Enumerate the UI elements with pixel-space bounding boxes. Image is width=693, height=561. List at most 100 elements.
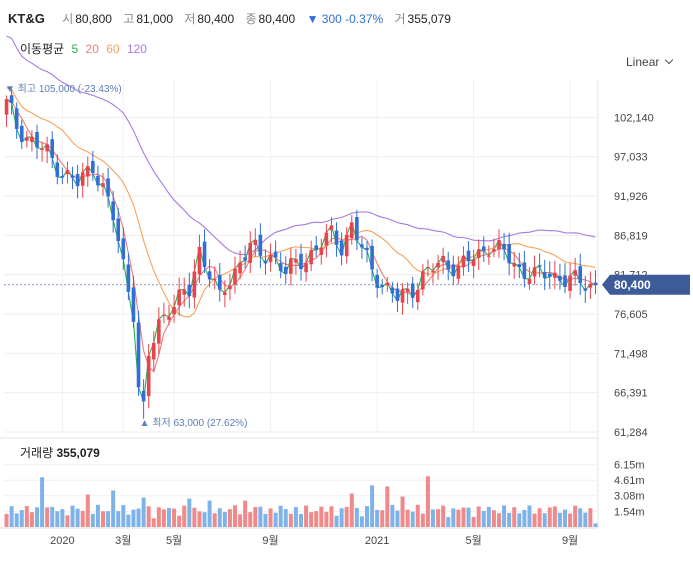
- candle-body: [85, 166, 90, 177]
- volume-bar: [70, 505, 75, 527]
- candle-body: [365, 247, 369, 251]
- volume-bar: [588, 508, 593, 527]
- candle-body: [151, 342, 156, 360]
- volume-bar: [512, 507, 517, 527]
- candle-body: [547, 273, 552, 277]
- volume-bar: [507, 512, 512, 527]
- candle-body: [436, 262, 440, 268]
- volume-bar: [40, 477, 45, 527]
- candle-body: [415, 289, 420, 303]
- candle-body: [25, 137, 29, 141]
- volume-bar: [405, 509, 410, 527]
- volume-bar: [90, 513, 95, 527]
- volume-bar: [334, 515, 339, 527]
- volume-bar: [217, 508, 222, 527]
- ma-120: 120: [126, 42, 147, 56]
- candle-body: [238, 262, 242, 274]
- volume-bar: [304, 505, 309, 527]
- candle-body: [314, 245, 319, 250]
- candle-body: [182, 289, 187, 295]
- volume-bar: [95, 504, 100, 527]
- volume-bar: [24, 506, 29, 527]
- volume-bar: [151, 518, 156, 527]
- candle-body: [197, 246, 202, 275]
- candle-body: [14, 108, 19, 130]
- volume-bar: [207, 500, 212, 527]
- volume-bar: [324, 511, 329, 527]
- volume-bar: [339, 508, 344, 527]
- candle-body: [177, 289, 181, 306]
- volume-bar: [400, 496, 405, 527]
- candle-body: [228, 285, 232, 290]
- volume-bar: [532, 513, 537, 527]
- volume-bar: [4, 513, 9, 527]
- vol-tick-label: 3.08m: [614, 491, 645, 503]
- candle-body: [360, 244, 364, 248]
- y-tick-label: 97,033: [614, 152, 648, 164]
- candle-body: [294, 259, 298, 263]
- y-tick-label: 76,605: [614, 309, 648, 321]
- volume-bar: [106, 511, 111, 527]
- volume-bar: [456, 509, 461, 527]
- volume-bar: [283, 509, 288, 527]
- volume-bar: [563, 509, 567, 527]
- volume-bar: [60, 509, 65, 527]
- ma-line-60: [6, 87, 596, 318]
- volume-bar: [268, 508, 273, 527]
- volume-bar: [466, 507, 471, 527]
- candle-body: [344, 234, 349, 257]
- volume-bar: [537, 508, 542, 527]
- volume-bar: [101, 511, 105, 527]
- y-tick-label: 66,391: [614, 388, 648, 400]
- volume-bar: [75, 508, 80, 527]
- candle-body: [309, 250, 313, 265]
- volume-bar: [522, 510, 527, 527]
- candle-body: [106, 178, 110, 197]
- x-tick-label: 5월: [465, 534, 481, 547]
- candle-body: [355, 217, 359, 241]
- candle-body: [253, 239, 258, 245]
- volume-bar: [243, 500, 248, 527]
- volume-bar: [29, 512, 34, 527]
- scale-selector[interactable]: Linear: [626, 55, 674, 69]
- x-tick-label: 2020: [50, 535, 74, 547]
- candle-body: [553, 272, 557, 278]
- volume-bar: [187, 498, 192, 527]
- ma-legend: 이동평균 5 20 60 120: [20, 40, 151, 57]
- candle-body: [532, 267, 537, 277]
- volume-bar: [248, 512, 253, 527]
- volume-bar: [126, 514, 131, 527]
- candle-body: [268, 254, 273, 263]
- volume-bar: [593, 523, 598, 527]
- volume-bar: [410, 511, 415, 527]
- quote-header: KT&G 시 80,800 고 81,000 저 80,400 종 80,400 ▼ 3…: [8, 10, 459, 27]
- candle-body: [60, 175, 65, 178]
- candle-body: [45, 144, 49, 152]
- high-label: 고: [123, 12, 135, 26]
- volume-bar: [385, 486, 390, 527]
- candle-body: [563, 275, 567, 287]
- volume-bar: [146, 506, 151, 527]
- candle-body: [207, 271, 212, 280]
- ma-legend-label: 이동평균: [20, 42, 65, 56]
- candle-body: [136, 322, 141, 388]
- candle-body: [461, 255, 466, 268]
- ma-5: 5: [71, 42, 79, 56]
- volume-bar: [19, 510, 24, 527]
- candle-body: [101, 183, 105, 187]
- volume-bar: [263, 513, 268, 527]
- candle-body: [324, 232, 329, 246]
- y-tick-label: 71,498: [614, 348, 648, 360]
- x-tick-label: 3월: [115, 534, 131, 547]
- candle-body: [527, 278, 532, 284]
- axes: 102,14097,03391,92686,81981,71276,60571,…: [5, 83, 690, 547]
- candle-body: [80, 172, 85, 186]
- volume-bar: [238, 514, 243, 527]
- change-value: ▼ 300 -0.37%: [306, 12, 384, 26]
- candle-body: [273, 251, 278, 258]
- candle-body: [492, 249, 496, 252]
- x-tick-label: 5월: [166, 534, 182, 547]
- y-tick-label: 91,926: [614, 191, 648, 203]
- volume-bar: [542, 513, 547, 527]
